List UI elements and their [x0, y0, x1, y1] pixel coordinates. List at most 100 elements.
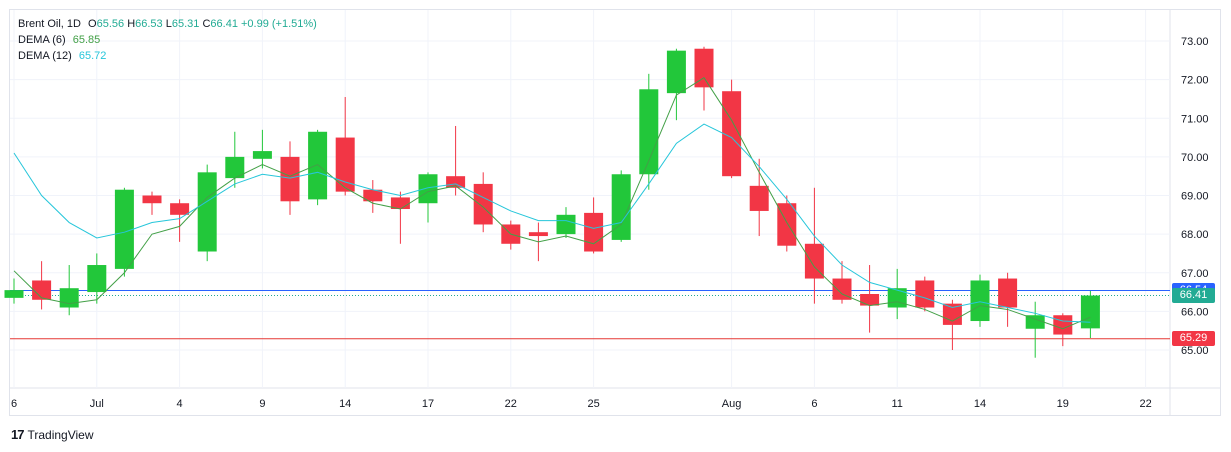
candle-body [1053, 315, 1073, 335]
candle [473, 172, 493, 233]
open-label: O [88, 18, 97, 30]
candle [970, 274, 990, 327]
candle [556, 207, 576, 238]
candle-body [860, 293, 880, 306]
dema6-line [13, 77, 1091, 330]
candle-body [87, 265, 107, 293]
x-tick-label: 22 [505, 398, 517, 410]
dema-lines [13, 77, 1091, 330]
candle-body [197, 172, 217, 252]
y-tick-label: 68.00 [1181, 229, 1209, 241]
candle-body [887, 288, 907, 308]
y-tick-label: 70.00 [1181, 152, 1209, 164]
x-tick-label: Aug [722, 398, 742, 410]
candle [998, 272, 1018, 327]
candle [142, 191, 162, 215]
candle-body [639, 89, 659, 175]
dema6-label: DEMA (6) [18, 34, 66, 46]
chart-frame [9, 9, 1221, 416]
candle-body [142, 195, 162, 204]
candle-body [390, 197, 410, 210]
candle [666, 48, 686, 121]
close-label: C [202, 18, 211, 30]
time-axis[interactable]: 6 Jul 4 9 14 17 22 25 Aug 6 11 14 19 22 [11, 398, 1152, 410]
candle [915, 276, 935, 312]
tradingview-logo-icon: 17 [11, 427, 25, 442]
candle-body [308, 131, 328, 200]
candle-body [280, 156, 300, 202]
candle [363, 180, 383, 213]
candle-body [4, 290, 24, 298]
candle-body [1080, 295, 1100, 329]
tradingview-logo[interactable]: 17 TradingView [11, 427, 94, 442]
y-tick-label: 67.00 [1181, 268, 1209, 280]
candle [804, 187, 824, 304]
y-tick-label: 73.00 [1181, 36, 1209, 48]
x-tick-label: 25 [587, 398, 599, 410]
y-tick-label: 65.00 [1181, 345, 1209, 357]
dema12-line [13, 123, 1091, 323]
candle-body [666, 50, 686, 94]
candle [225, 131, 245, 188]
candle-body [942, 303, 962, 325]
candle [32, 261, 52, 310]
symbol-label[interactable]: Brent Oil, 1D [18, 18, 81, 30]
candle [170, 199, 190, 242]
candle [611, 170, 631, 242]
price-axis[interactable]: 65.00 66.00 67.00 68.00 69.00 70.00 71.00 72.00… [1181, 36, 1209, 357]
candle-body [1025, 315, 1045, 329]
dema12-value: 65.72 [78, 50, 107, 62]
candle-body [749, 185, 769, 211]
close-value: 66.41 [210, 18, 238, 30]
candle-body [832, 278, 852, 300]
candle-body [998, 278, 1018, 308]
x-tick-label: 14 [339, 398, 351, 410]
x-tick-label: 11 [891, 398, 902, 410]
candle-body [335, 137, 355, 192]
x-tick-label: 9 [259, 398, 265, 410]
high-value: 66.53 [135, 18, 163, 30]
last-price-tag: 66.41 [1172, 288, 1215, 304]
dema12-row[interactable]: DEMA (12) 65.72 [18, 48, 317, 64]
dema12-label: DEMA (12) [18, 50, 72, 62]
candle-body [915, 280, 935, 308]
y-tick-label: 69.00 [1181, 191, 1209, 203]
candle [87, 253, 107, 304]
candle-body [584, 212, 604, 252]
low-line-price-tag: 65.29 [1172, 331, 1215, 347]
candle [1025, 301, 1045, 358]
candle-body [59, 288, 79, 308]
high-label: H [127, 18, 136, 30]
candle [722, 79, 742, 179]
candle [832, 261, 852, 304]
candle-body [694, 48, 714, 88]
candle-body [32, 280, 52, 300]
candle-body [170, 203, 190, 215]
dema6-row[interactable]: DEMA (6) 65.85 [18, 32, 317, 48]
x-tick-label: 14 [974, 398, 986, 410]
candle [4, 278, 24, 304]
y-tick-label: 71.00 [1181, 113, 1209, 125]
low-label: L [165, 18, 172, 30]
candle [860, 265, 880, 333]
candle [777, 195, 797, 252]
candle [252, 129, 272, 169]
candle [335, 97, 355, 196]
x-tick-label: 6 [811, 398, 817, 410]
low-value: 65.31 [171, 18, 200, 30]
candle [1080, 290, 1100, 339]
x-tick-label: Jul [90, 398, 104, 410]
candle-body [970, 280, 990, 322]
candle [390, 191, 410, 244]
candle [1053, 313, 1073, 347]
change-value: +0.99 (+1.51%) [241, 18, 317, 30]
candle-body [363, 189, 383, 202]
x-tick-label: 19 [1057, 398, 1069, 410]
candle [639, 73, 659, 190]
x-tick-label: 4 [177, 398, 183, 410]
candle [694, 46, 714, 111]
open-value: 65.56 [96, 18, 125, 30]
candle [308, 129, 328, 206]
candles [4, 46, 1100, 358]
